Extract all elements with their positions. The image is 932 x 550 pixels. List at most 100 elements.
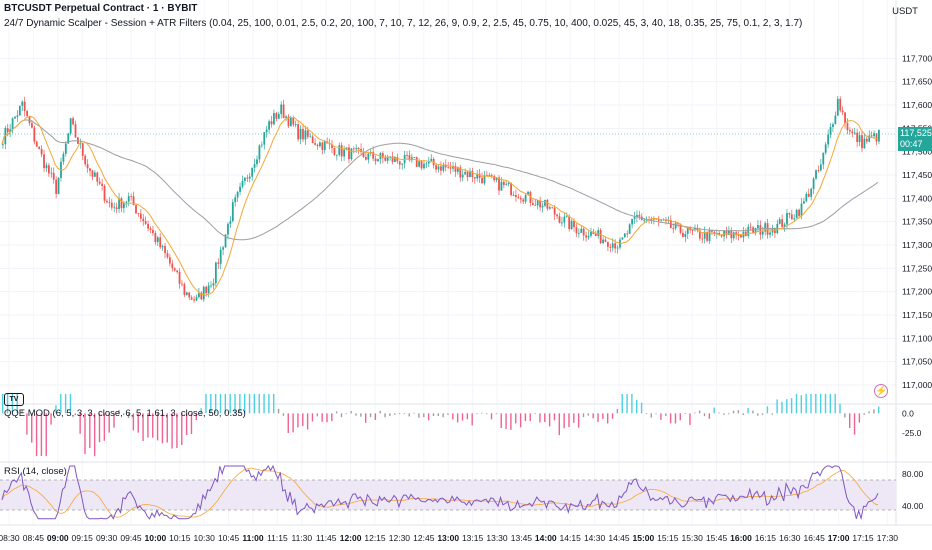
qqe-bar bbox=[602, 413, 604, 419]
symbol-title[interactable]: BTCUSDT Perpetual Contract · 1 · BYBIT bbox=[4, 3, 198, 14]
candle-body bbox=[14, 116, 16, 119]
candle-body bbox=[459, 167, 462, 178]
candle-body bbox=[788, 213, 791, 215]
candle-body bbox=[217, 262, 220, 264]
candle-body bbox=[599, 230, 602, 244]
price-axis[interactable]: 117,700.0117,650.0117,600.0117,550.0117,… bbox=[902, 53, 932, 390]
qqe-bar bbox=[340, 413, 343, 418]
candle-body bbox=[21, 101, 24, 106]
candle-body bbox=[205, 286, 208, 294]
rsi-tick-label: 80.00 bbox=[902, 469, 924, 479]
candle-body bbox=[432, 158, 435, 166]
qqe-bar bbox=[829, 393, 832, 414]
candle-body bbox=[314, 143, 316, 145]
qqe-bar bbox=[98, 413, 101, 443]
qqe-bar bbox=[728, 413, 730, 415]
candle-body bbox=[323, 141, 326, 151]
candle-body bbox=[561, 222, 563, 224]
rsi-pane-label[interactable]: RSI (14, close) bbox=[4, 466, 67, 477]
candle-body bbox=[222, 247, 225, 250]
qqe-bar bbox=[524, 413, 527, 422]
qqe-pane-label[interactable]: QQE MOD (6, 5, 3, 3, close, 6, 5, 1.61, … bbox=[4, 408, 246, 419]
time-tick-label: 15:45 bbox=[706, 533, 728, 543]
candle-body bbox=[335, 154, 338, 156]
candle-body bbox=[691, 230, 694, 231]
candle-body bbox=[839, 98, 842, 111]
time-tick-label: 15:30 bbox=[682, 533, 704, 543]
candle-body bbox=[200, 292, 203, 300]
qqe-bar bbox=[766, 406, 769, 414]
candle-body bbox=[268, 121, 270, 130]
qqe-bar bbox=[35, 413, 38, 457]
candle-body bbox=[803, 201, 805, 204]
qqe-bar bbox=[161, 413, 164, 444]
qqe-bar bbox=[786, 399, 788, 414]
candle-body bbox=[118, 198, 120, 210]
time-tick-label: 11:15 bbox=[267, 533, 288, 543]
bar-countdown: 00:47 bbox=[900, 139, 923, 149]
qqe-bar bbox=[200, 408, 202, 414]
time-tick-label: 12:45 bbox=[413, 533, 435, 543]
candle-body bbox=[176, 270, 179, 272]
time-axis[interactable]: 08:30 08:45 09:00 09:15 09:30 09:45 10:00 10:15… bbox=[0, 533, 898, 543]
candle-body bbox=[394, 157, 396, 162]
qqe-bar bbox=[398, 412, 401, 414]
qqe-bar bbox=[403, 413, 406, 415]
candle-body bbox=[302, 128, 304, 140]
candle-body bbox=[437, 166, 440, 170]
qqe-bar bbox=[190, 413, 193, 434]
qqe-bar bbox=[873, 409, 875, 414]
candle-body bbox=[377, 159, 379, 162]
candle-body bbox=[50, 172, 53, 174]
qqe-bar bbox=[863, 413, 865, 415]
candle-body bbox=[115, 207, 118, 210]
candle-body bbox=[657, 219, 660, 221]
qqe-bar bbox=[64, 393, 67, 414]
candle-body bbox=[306, 130, 309, 137]
candle-body bbox=[381, 153, 384, 158]
candle-body bbox=[517, 196, 520, 198]
candle-body bbox=[875, 133, 878, 142]
lightning-icon[interactable]: ⚡ bbox=[874, 384, 888, 398]
qqe-bar bbox=[597, 413, 599, 422]
candle-body bbox=[285, 116, 287, 118]
time-tick-label: 11:30 bbox=[291, 533, 312, 543]
price-tick-label: 117,300.0 bbox=[902, 240, 932, 250]
candle-body bbox=[69, 118, 72, 134]
qqe-bar bbox=[510, 413, 512, 430]
candle-body bbox=[469, 170, 471, 178]
time-tick-label: 11:00 bbox=[242, 533, 264, 543]
candle-body bbox=[35, 141, 38, 147]
qqe-bar bbox=[781, 401, 783, 414]
candle-body bbox=[858, 135, 861, 143]
candle-body bbox=[355, 148, 358, 150]
qqe-bar bbox=[674, 413, 677, 424]
candle-body bbox=[156, 237, 159, 243]
qqe-bar bbox=[273, 393, 275, 414]
candle-body bbox=[730, 230, 733, 239]
currency-label[interactable]: USDT bbox=[892, 6, 918, 17]
tradingview-logo-icon[interactable]: TV bbox=[4, 393, 24, 406]
qqe-bar bbox=[447, 413, 449, 415]
qqe-bar bbox=[365, 413, 367, 423]
qqe-bar bbox=[302, 413, 304, 427]
candle-body bbox=[476, 173, 479, 179]
candle-body bbox=[110, 202, 113, 208]
candle-body bbox=[507, 182, 510, 185]
candle-body bbox=[260, 144, 263, 146]
candle-body bbox=[490, 175, 493, 177]
qqe-bar bbox=[708, 413, 711, 419]
rsi-axis: 80.00 40.00 bbox=[902, 469, 924, 511]
candle-body bbox=[16, 115, 19, 117]
candle-body bbox=[573, 220, 575, 228]
candle-body bbox=[430, 158, 433, 161]
qqe-bar bbox=[607, 413, 609, 424]
indicator-title[interactable]: 24/7 Dynamic Scalper - Session + ATR Fil… bbox=[4, 18, 803, 29]
qqe-bar bbox=[868, 411, 870, 414]
time-tick-label: 17:00 bbox=[828, 533, 850, 543]
candle-body bbox=[515, 195, 517, 197]
qqe-bar bbox=[84, 413, 86, 455]
candle-body bbox=[853, 132, 856, 134]
qqe-bar bbox=[103, 413, 106, 441]
